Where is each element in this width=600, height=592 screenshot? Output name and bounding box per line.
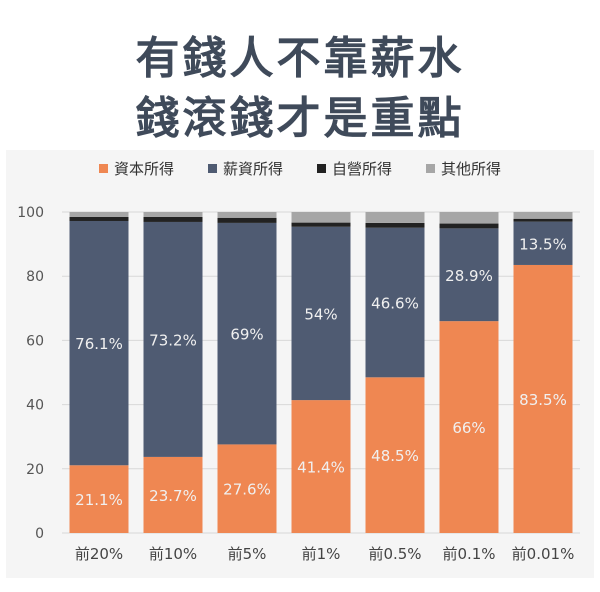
- y-tick-label: 0: [35, 526, 44, 542]
- title-line-2: 錢滾錢才是重點: [135, 93, 465, 144]
- x-tick-label: 前0.1%: [442, 545, 495, 563]
- legend-label: 其他所得: [441, 160, 502, 178]
- bar-segment: [513, 212, 573, 219]
- legend-swatch: [426, 164, 436, 173]
- y-tick-label: 80: [26, 269, 44, 285]
- legend: 資本所得 薪資所得 自營所得 其他所得: [0, 158, 600, 179]
- legend-item: 其他所得: [426, 158, 501, 179]
- data-label: 46.6%: [371, 295, 419, 313]
- bar-segment: [143, 212, 203, 217]
- bar-segment: [439, 212, 499, 224]
- bar-segment: [69, 216, 129, 221]
- y-tick-label: 20: [26, 462, 44, 478]
- x-tick-label: 前0.01%: [512, 545, 575, 563]
- bar-segment: [217, 222, 277, 445]
- y-tick-label: 60: [26, 333, 44, 349]
- data-label: 13.5%: [519, 235, 567, 253]
- bar-segment: [439, 223, 499, 229]
- data-label: 76.1%: [75, 335, 123, 353]
- data-label: 23.7%: [149, 487, 197, 505]
- bar-segment: [365, 222, 425, 228]
- data-label: 27.6%: [223, 481, 271, 499]
- title-line-1: 有錢人不靠薪水: [135, 33, 465, 84]
- bar-segment: [291, 212, 351, 223]
- y-tick-label: 100: [17, 205, 44, 221]
- bar-segment: [69, 212, 129, 217]
- bar-segment: [439, 228, 499, 322]
- bar-segment: [69, 465, 129, 533]
- bar-segment: [513, 221, 573, 265]
- x-tick-label: 前5%: [228, 545, 267, 563]
- bar-segment: [143, 456, 203, 533]
- legend-item: 資本所得: [98, 158, 174, 179]
- bar-segment: [365, 227, 425, 378]
- bar-segment: [291, 226, 351, 401]
- bar-segment: [291, 400, 351, 533]
- x-tick-label: 前10%: [149, 545, 197, 563]
- data-label: 48.5%: [371, 447, 419, 465]
- legend-swatch: [98, 164, 108, 173]
- bar-segment: [217, 212, 277, 218]
- legend-label: 自營所得: [332, 160, 393, 178]
- x-tick-label: 前0.5%: [368, 545, 421, 563]
- data-label: 66%: [452, 419, 485, 437]
- legend-swatch: [317, 164, 326, 173]
- bar-segment: [69, 220, 129, 466]
- legend-label: 薪資所得: [222, 160, 283, 178]
- data-label: 83.5%: [519, 391, 567, 409]
- y-tick-label: 40: [26, 398, 44, 414]
- bar-segment: [365, 377, 425, 533]
- x-tick-label: 前20%: [75, 545, 123, 563]
- bar-segment: [143, 221, 203, 457]
- bar-segment: [217, 444, 277, 533]
- data-label: 28.9%: [445, 267, 493, 285]
- data-label: 69%: [230, 326, 263, 344]
- bar-segment: [217, 217, 277, 223]
- data-label: 41.4%: [297, 459, 345, 477]
- legend-item: 薪資所得: [207, 158, 283, 179]
- bar-segment: [291, 222, 351, 227]
- x-tick-label: 前1%: [302, 545, 341, 563]
- legend-label: 資本所得: [113, 160, 174, 178]
- data-label: 54%: [304, 305, 337, 323]
- legend-item: 自營所得: [317, 158, 392, 179]
- data-label: 21.1%: [75, 491, 123, 509]
- bar-segment: [513, 218, 573, 222]
- bar-segment: [439, 321, 499, 533]
- legend-swatch: [207, 164, 217, 173]
- bar-segment: [143, 216, 203, 222]
- data-label: 73.2%: [149, 331, 197, 349]
- bar-segment: [365, 212, 425, 223]
- bar-segment: [513, 264, 573, 533]
